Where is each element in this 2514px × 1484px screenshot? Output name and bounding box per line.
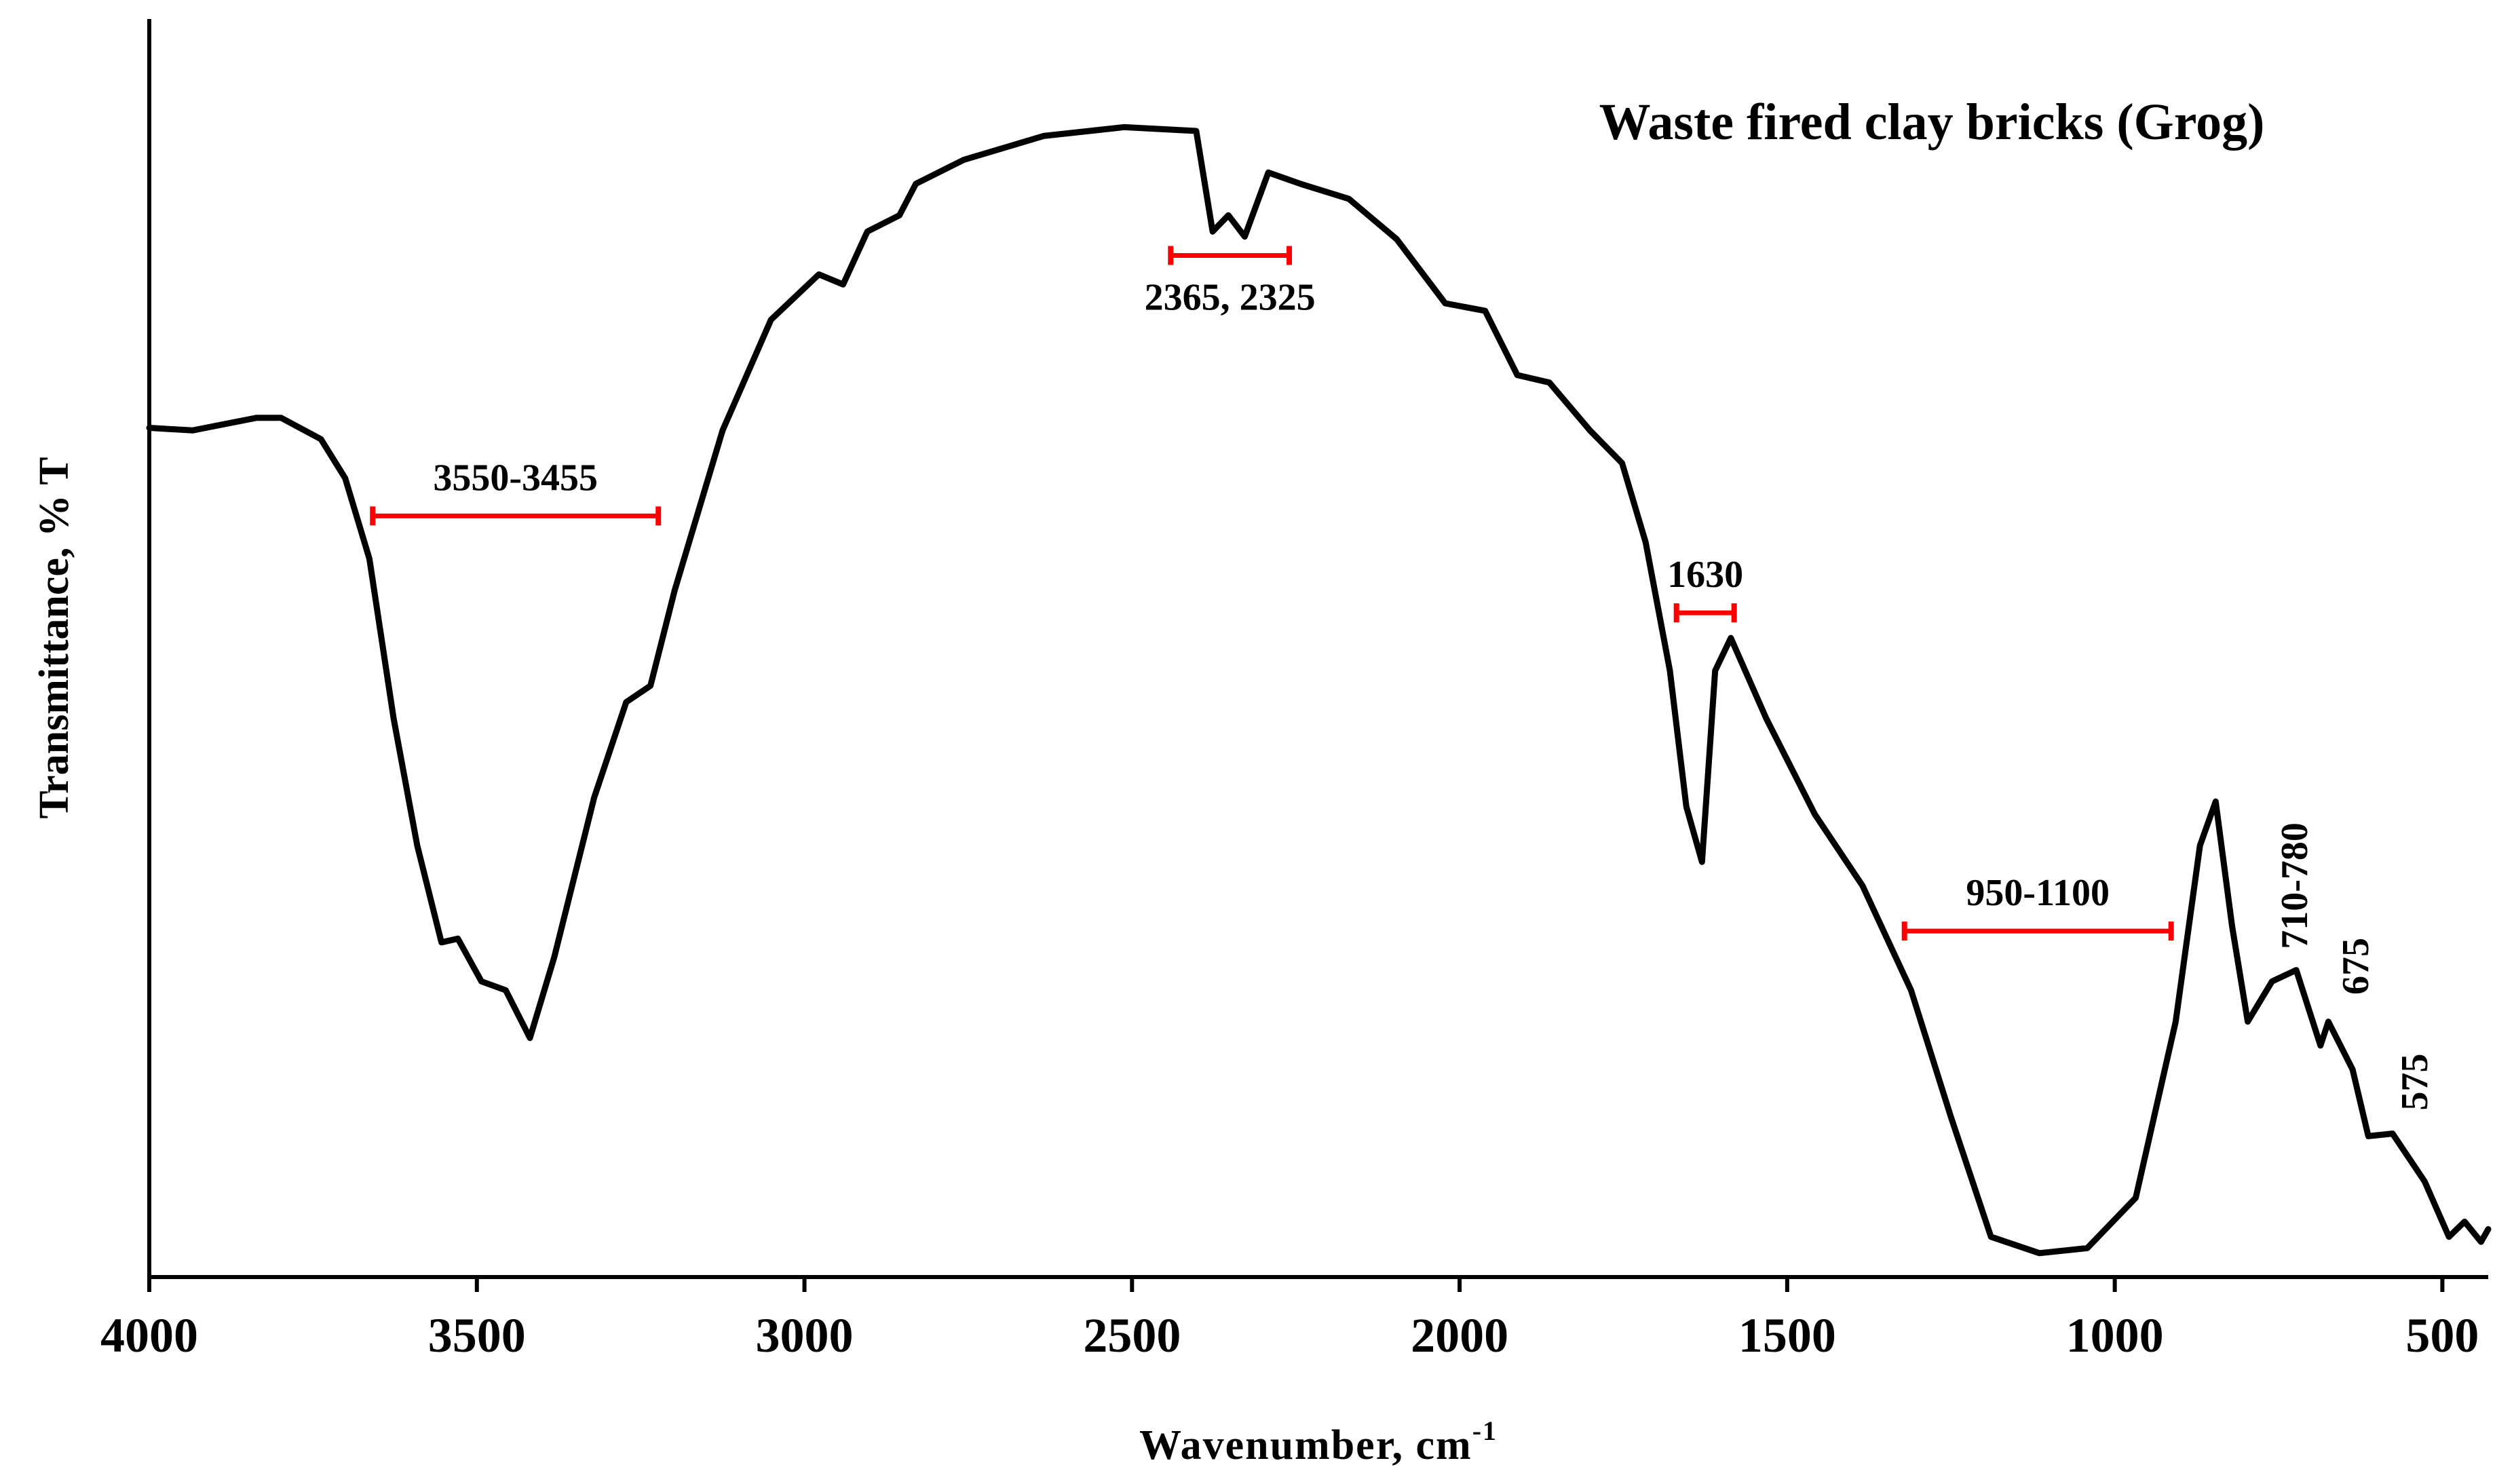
peak-label: 675 (2335, 938, 2377, 995)
x-axis-label: Wavenumber, cm-1 (1139, 1415, 1498, 1468)
range-marker (1168, 246, 1293, 265)
chart-title: Waste fired clay bricks (Grog) (1599, 94, 2265, 151)
peak-label: 575 (2394, 1054, 2436, 1111)
x-tick-label: 2500 (1083, 1308, 1181, 1363)
range-label: 2365, 2325 (1145, 277, 1316, 319)
range-label: 3550-3455 (433, 457, 598, 499)
range-marker (1901, 921, 2174, 941)
x-tick-label: 500 (2405, 1308, 2479, 1363)
x-axis-label-text: Wavenumber, cm (1139, 1422, 1472, 1468)
range-marker (370, 506, 662, 526)
peak-label: 710-780 (2274, 822, 2316, 949)
x-tick-label: 4000 (100, 1308, 198, 1363)
range-label: 950-1100 (1966, 872, 2110, 914)
x-tick-label: 1500 (1738, 1308, 1836, 1363)
y-axis-label: Transmittance, % T (31, 457, 77, 818)
x-tick-label: 2000 (1411, 1308, 1508, 1363)
x-tick-label: 3500 (428, 1308, 526, 1363)
spectrum-line (146, 123, 2492, 1257)
x-axis-label-superscript: -1 (1472, 1415, 1498, 1446)
range-marker (1673, 603, 1737, 623)
x-tick-label: 3000 (756, 1308, 854, 1363)
x-tick-label: 1000 (2066, 1308, 2164, 1363)
range-label: 1630 (1667, 554, 1743, 596)
